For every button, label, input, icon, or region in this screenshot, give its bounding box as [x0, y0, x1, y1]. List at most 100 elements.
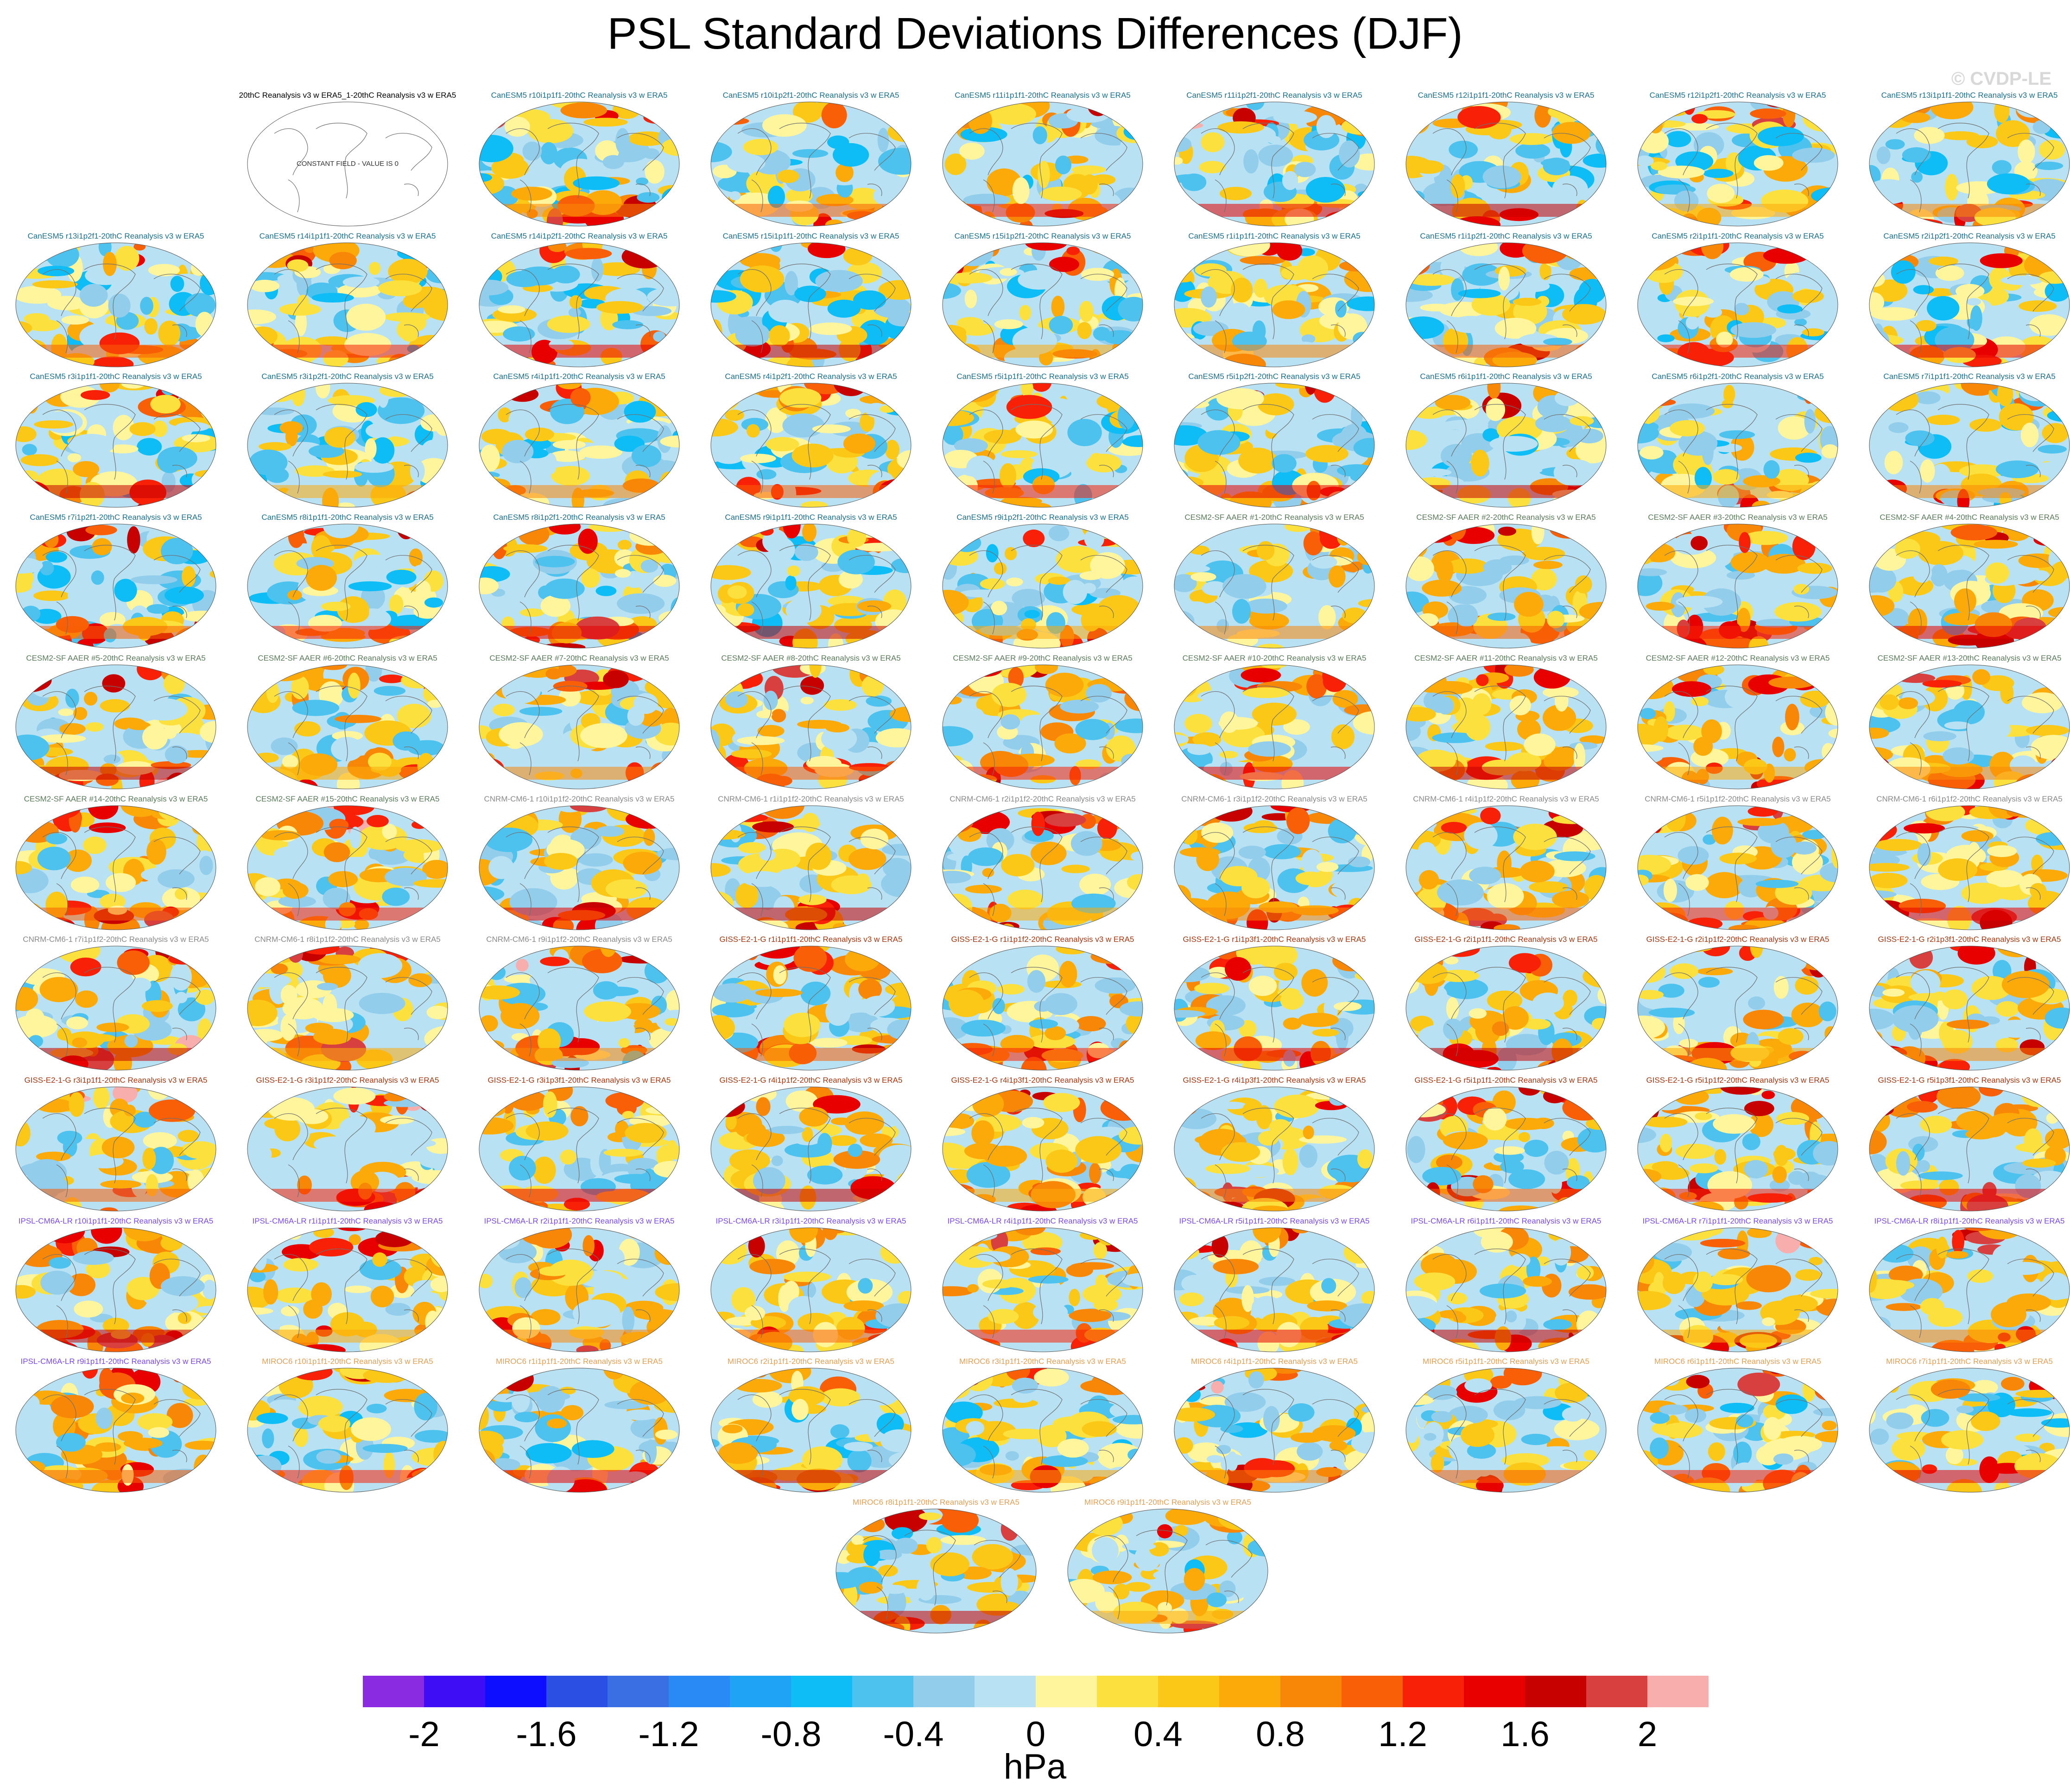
- global-map: [1174, 524, 1375, 649]
- field-contour: [1533, 561, 1563, 569]
- field-contour: [1667, 946, 1691, 956]
- field-contour: [1451, 278, 1464, 301]
- field-contour: [711, 348, 722, 367]
- field-contour: [247, 955, 272, 970]
- field-contour: [724, 220, 744, 226]
- southern-ocean-band: [943, 908, 1143, 921]
- field-contour: [652, 1198, 679, 1206]
- field-contour: [2042, 766, 2070, 789]
- field-contour: [570, 1106, 589, 1127]
- field-contour: [1588, 639, 1606, 648]
- field-contour: [1572, 946, 1593, 959]
- field-contour: [379, 675, 405, 683]
- southern-ocean-band: [1174, 626, 1374, 639]
- field-contour: [1305, 445, 1348, 463]
- map-border: [15, 383, 216, 508]
- map-border: [479, 946, 680, 1071]
- field-contour: [809, 322, 852, 335]
- field-contour: [997, 984, 1025, 995]
- map-panel-label: GISS-E2-1-G r3i1p1f2-20thC Reanalysis v3…: [256, 1076, 439, 1085]
- southern-ocean-band: [1406, 767, 1606, 780]
- field-contour: [254, 407, 294, 416]
- map-panel-label: CESM2-SF AAER #11-20thC Reanalysis v3 w …: [1414, 654, 1598, 663]
- map-panel: CanESM5 r1i1p1f1-20thC Reanalysis v3 w E…: [1158, 232, 1390, 371]
- field-contour: [399, 635, 442, 648]
- field-contour: [1553, 459, 1596, 486]
- field-contour: [1638, 342, 1659, 354]
- field-contour: [204, 1179, 216, 1201]
- field-contour: [45, 551, 68, 563]
- field-contour: [1535, 415, 1572, 432]
- field-contour: [595, 586, 617, 596]
- map-panel-label: CanESM5 r9i1p1f1-20thC Reanalysis v3 w E…: [725, 513, 897, 522]
- coastline: [969, 686, 1127, 776]
- coastline: [42, 686, 201, 776]
- field-contour: [16, 636, 35, 648]
- field-contour: [1040, 186, 1082, 202]
- global-map: [479, 383, 680, 508]
- field-contour: [21, 606, 41, 622]
- field-contour: [836, 163, 854, 182]
- field-contour: [2028, 946, 2059, 960]
- field-contour: [1593, 528, 1606, 555]
- field-contour: [1638, 533, 1646, 552]
- field-contour: [1828, 946, 1838, 961]
- global-map: [479, 1086, 680, 1211]
- field-contour: [143, 1132, 177, 1149]
- field-contour: [339, 1116, 376, 1140]
- field-contour: [16, 351, 26, 367]
- field-contour: [1195, 1031, 1231, 1050]
- field-contour: [1916, 320, 1937, 332]
- field-contour: [2033, 533, 2063, 546]
- coastline: [1201, 967, 1359, 1057]
- field-contour: [1176, 386, 1200, 399]
- field-contour: [1509, 133, 1554, 145]
- field-contour: [2049, 757, 2066, 783]
- field-contour: [292, 700, 340, 716]
- field-contour: [943, 806, 976, 822]
- field-contour: [516, 959, 529, 972]
- field-contour: [1554, 851, 1595, 861]
- field-contour: [791, 443, 834, 467]
- field-contour: [1187, 357, 1204, 367]
- field-contour: [1347, 296, 1374, 311]
- field-contour: [969, 708, 985, 730]
- field-contour: [333, 806, 375, 815]
- map-border: [479, 101, 680, 227]
- map-border: [479, 383, 680, 508]
- field-contour: [628, 131, 668, 146]
- field-contour: [491, 534, 507, 559]
- field-contour: [26, 1159, 67, 1186]
- field-contour: [845, 409, 861, 418]
- field-contour: [712, 1003, 755, 1017]
- map-panel: CanESM5 r13i1p1f1-20thC Reanalysis v3 w …: [1854, 91, 2070, 230]
- field-contour: [1572, 1057, 1606, 1070]
- field-contour: [560, 102, 608, 119]
- field-contour: [2020, 423, 2039, 448]
- global-map: [710, 524, 912, 649]
- field-contour: [492, 102, 517, 114]
- field-contour: [418, 907, 448, 929]
- field-contour: [1418, 842, 1436, 858]
- field-contour: [1691, 697, 1709, 707]
- global-map: [15, 946, 216, 1071]
- field-contour: [943, 696, 962, 705]
- field-contour: [1728, 924, 1760, 930]
- field-contour: [667, 775, 679, 789]
- southern-ocean-band: [711, 767, 911, 780]
- field-contour: [1174, 734, 1189, 745]
- field-contour: [317, 954, 361, 965]
- field-contour: [1996, 1001, 2019, 1017]
- field-contour: [943, 1017, 969, 1040]
- field-contour: [1064, 298, 1083, 323]
- field-contour: [479, 243, 506, 260]
- field-contour: [714, 745, 727, 768]
- global-map: [710, 664, 912, 789]
- field-contour: [430, 1045, 448, 1066]
- field-contour: [711, 524, 730, 538]
- field-contour: [1986, 870, 2024, 888]
- field-contour: [2026, 725, 2069, 736]
- field-contour: [1459, 243, 1498, 256]
- field-contour: [1174, 770, 1192, 781]
- global-map: [710, 805, 912, 930]
